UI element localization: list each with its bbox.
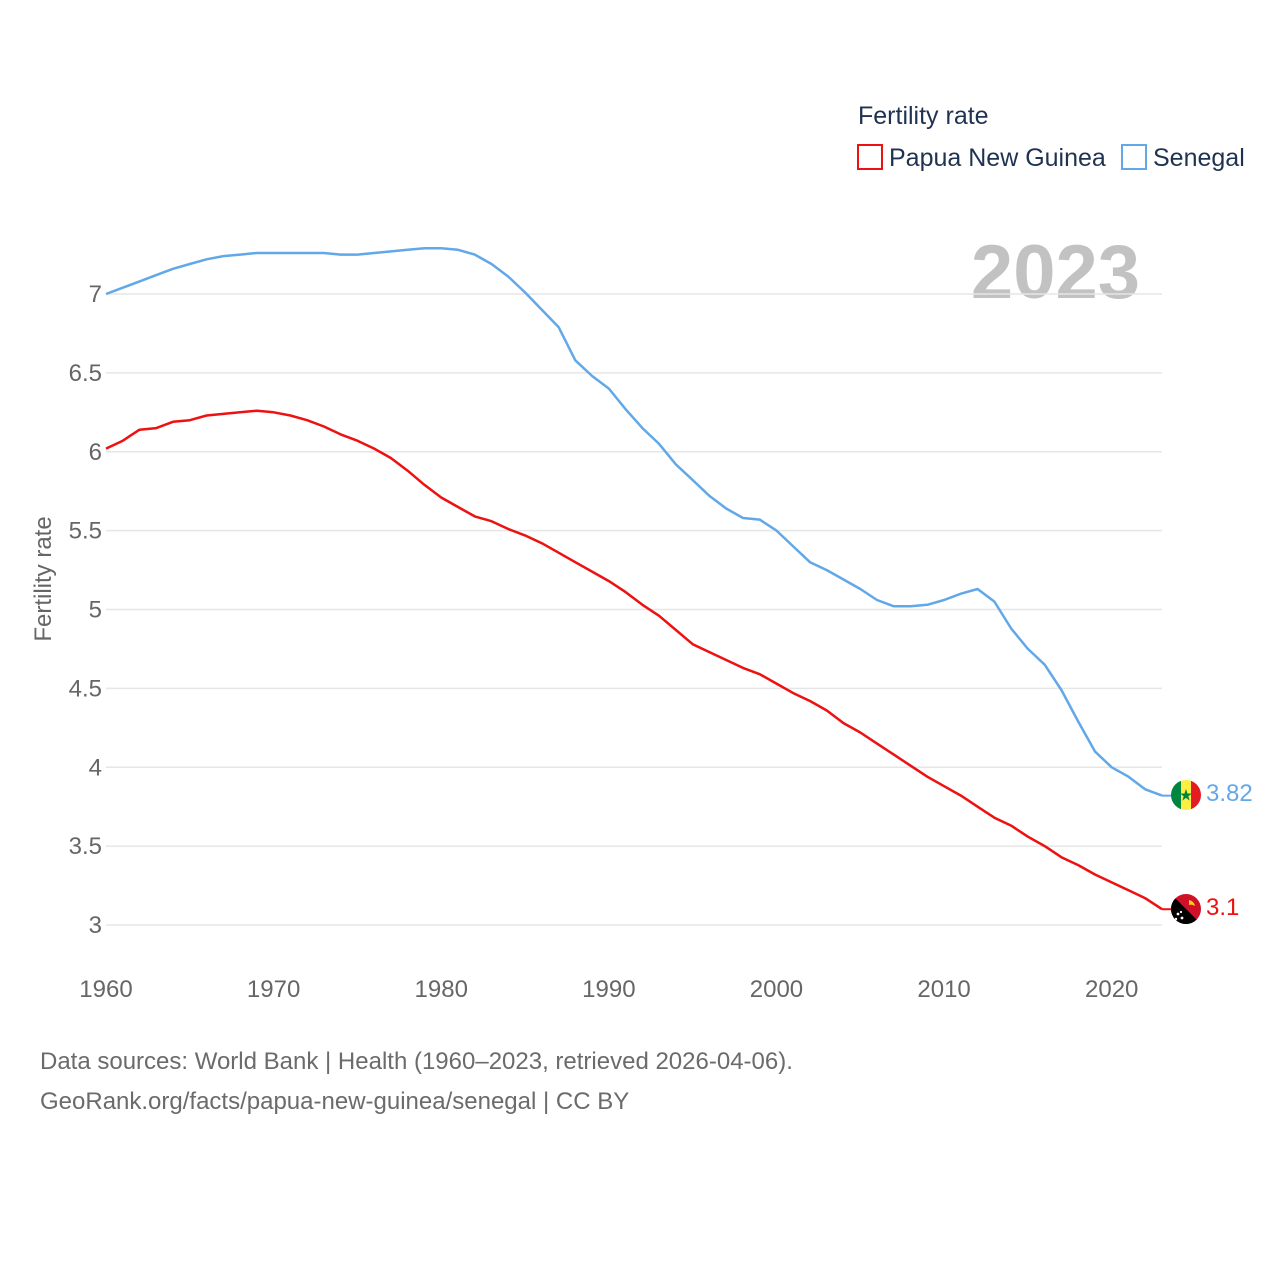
series-line-papua-new-guinea[interactable] [105, 409, 1163, 911]
x-tick-label: 1990 [582, 976, 635, 1003]
legend-item-senegal[interactable]: Senegal [1121, 144, 1245, 172]
end-markers: 3.1 3.82 [1162, 780, 1253, 921]
legend-swatch-senegal [1121, 144, 1147, 170]
legend-label-papua-new-guinea: Papua New Guinea [889, 144, 1106, 172]
x-tick-label: 2000 [750, 976, 803, 1003]
senegal-flag-icon [1171, 780, 1201, 810]
end-value-label-senegal: 3.82 [1206, 780, 1253, 807]
source-link[interactable]: GeoRank.org/facts/papua-new-guinea/seneg… [40, 1088, 630, 1115]
x-tick-label: 1970 [247, 976, 300, 1003]
x-tick-label: 1960 [79, 976, 132, 1003]
y-tick-label: 3.5 [69, 833, 102, 860]
y-tick-label: 5 [89, 597, 102, 624]
y-tick-label: 4 [89, 754, 102, 781]
legend-title: Fertility rate [858, 102, 989, 130]
legend-label-senegal: Senegal [1153, 144, 1245, 172]
legend: Fertility rate Papua New Guinea Senegal [857, 102, 1245, 172]
y-tick-label: 6 [89, 439, 102, 466]
y-tick-label: 5.5 [69, 518, 102, 545]
data-sources-text: Data sources: World Bank | Health (1960–… [40, 1048, 793, 1075]
series-lines [105, 247, 1163, 911]
y-tick-label: 3 [89, 912, 102, 939]
legend-swatch-papua-new-guinea [857, 144, 883, 170]
end-value-label-papua-new-guinea: 3.1 [1206, 894, 1239, 921]
x-tick-label: 1980 [415, 976, 468, 1003]
legend-item-papua-new-guinea[interactable]: Papua New Guinea [857, 144, 1106, 172]
y-tick-label: 4.5 [69, 675, 102, 702]
footer: Data sources: World Bank | Health (1960–… [40, 1042, 793, 1122]
x-tick-label: 2020 [1085, 976, 1138, 1003]
y-axis-title: Fertility rate [30, 516, 57, 641]
x-axis-ticks: 1960 1970 1980 1990 2000 2010 2020 [79, 976, 1138, 1003]
y-axis-ticks: 3 3.5 4 4.5 5 5.5 6 6.5 7 [69, 281, 102, 939]
y-tick-label: 6.5 [69, 360, 102, 387]
series-line-senegal[interactable] [105, 247, 1163, 797]
papua-new-guinea-flag-icon [1171, 894, 1201, 924]
current-year-label: 2023 [971, 230, 1140, 315]
y-tick-label: 7 [89, 281, 102, 308]
gridlines [106, 293, 1162, 926]
x-tick-label: 2010 [917, 976, 970, 1003]
